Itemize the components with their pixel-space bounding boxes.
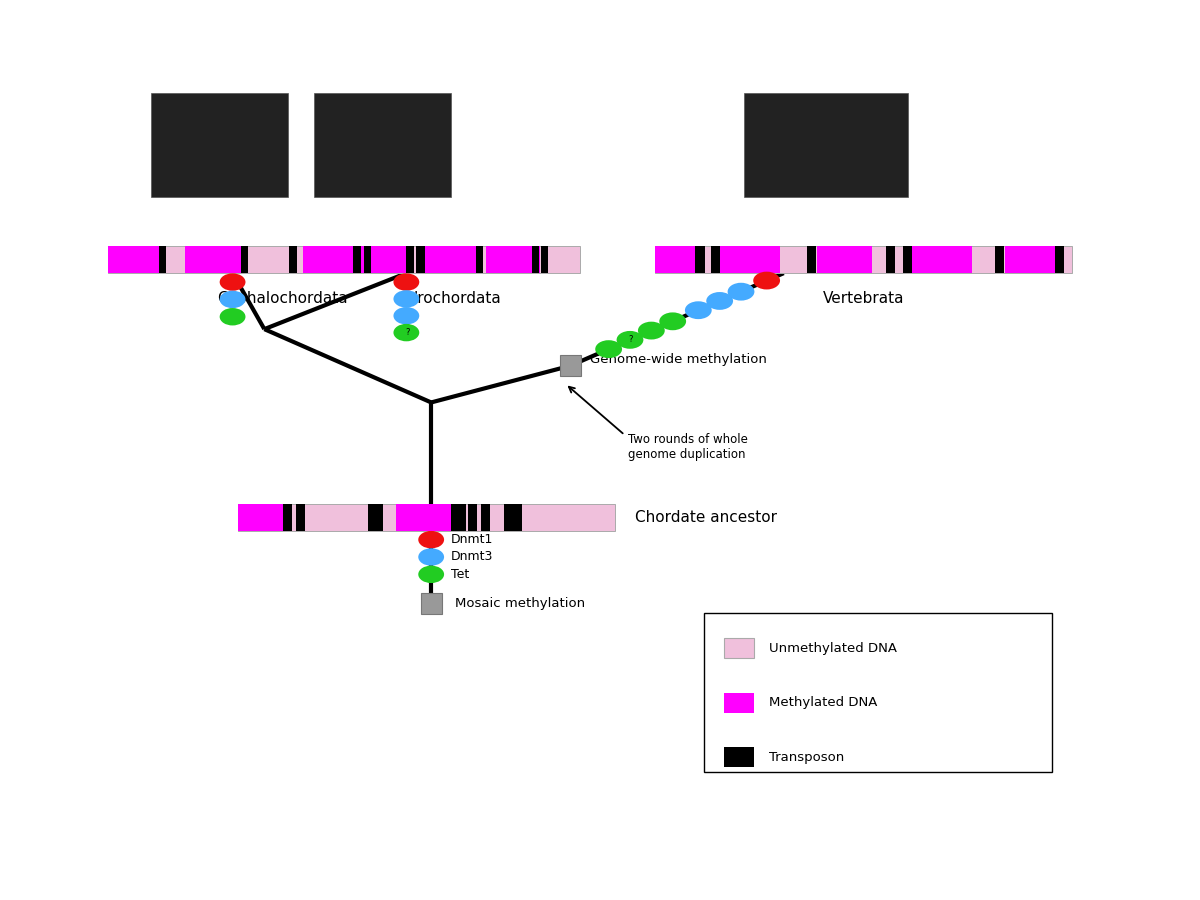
Bar [886, 247, 895, 274]
Text: Unmethylated DNA: Unmethylated DNA [769, 642, 896, 654]
Text: Urochordata: Urochordata [407, 292, 502, 307]
Bar [326, 247, 367, 274]
Bar [158, 247, 167, 274]
Bar [995, 247, 1003, 274]
Bar [396, 504, 456, 531]
Bar [326, 247, 580, 274]
Text: Genome-wide methylation: Genome-wide methylation [590, 354, 767, 366]
Bar [806, 247, 816, 274]
Bar [296, 504, 306, 531]
Ellipse shape [220, 308, 246, 326]
Bar [304, 247, 359, 274]
Ellipse shape [595, 340, 622, 358]
Ellipse shape [394, 290, 419, 308]
Bar [655, 247, 701, 274]
Text: Chordate ancestor: Chordate ancestor [635, 510, 776, 525]
Bar [406, 247, 413, 274]
Text: Mosaic methylation: Mosaic methylation [455, 597, 586, 610]
Bar [238, 504, 614, 531]
Ellipse shape [685, 302, 712, 319]
Text: Methylated DNA: Methylated DNA [769, 696, 877, 709]
Bar [902, 247, 912, 274]
Ellipse shape [220, 291, 246, 308]
Bar [514, 504, 522, 531]
Bar [744, 94, 908, 197]
Ellipse shape [419, 531, 444, 548]
Bar [481, 504, 491, 531]
Bar [289, 247, 296, 274]
Bar [541, 247, 548, 274]
Bar [151, 94, 288, 197]
Bar [238, 504, 290, 531]
Ellipse shape [220, 274, 246, 291]
Bar [283, 504, 293, 531]
Ellipse shape [707, 292, 733, 310]
Ellipse shape [419, 548, 444, 566]
Bar [476, 247, 484, 274]
Ellipse shape [394, 324, 419, 341]
Bar [655, 247, 1072, 274]
Ellipse shape [617, 331, 643, 349]
Bar [559, 356, 581, 376]
Bar [370, 247, 410, 274]
Bar [185, 247, 247, 274]
Text: Transposon: Transposon [769, 751, 844, 763]
Bar [532, 247, 539, 274]
Bar [314, 94, 451, 197]
Bar [407, 247, 414, 274]
Bar [415, 247, 422, 274]
Text: Two rounds of whole
genome duplication: Two rounds of whole genome duplication [628, 433, 748, 461]
Bar [421, 593, 442, 614]
Ellipse shape [394, 307, 419, 325]
Bar [108, 247, 164, 274]
Bar [354, 247, 361, 274]
Ellipse shape [727, 283, 755, 301]
Bar [718, 247, 780, 274]
Bar [704, 614, 1052, 772]
Bar [364, 247, 371, 274]
Bar [468, 504, 478, 531]
Ellipse shape [754, 272, 780, 290]
Text: Vertebrata: Vertebrata [822, 292, 904, 307]
Ellipse shape [638, 321, 665, 339]
Ellipse shape [419, 565, 444, 583]
Text: Dnmt1: Dnmt1 [451, 533, 493, 546]
Bar [418, 247, 426, 274]
Ellipse shape [659, 312, 686, 330]
Bar [1004, 247, 1063, 274]
Bar [367, 504, 383, 531]
Bar [240, 247, 248, 274]
Bar [724, 638, 754, 658]
Bar [710, 247, 720, 274]
Text: Tet: Tet [451, 568, 469, 580]
Bar [108, 247, 456, 274]
Bar [696, 247, 704, 274]
Bar [1055, 247, 1064, 274]
Bar [724, 693, 754, 713]
Text: Dnmt3: Dnmt3 [451, 551, 493, 563]
Bar [504, 504, 514, 531]
Text: ?: ? [406, 328, 409, 338]
Bar [817, 247, 871, 274]
Bar [905, 247, 972, 274]
Text: ?: ? [629, 336, 634, 345]
Bar [451, 504, 466, 531]
Bar [724, 747, 754, 767]
Ellipse shape [394, 274, 419, 291]
Bar [486, 247, 540, 274]
Bar [424, 247, 479, 274]
Text: Cephalochordata: Cephalochordata [217, 292, 348, 307]
